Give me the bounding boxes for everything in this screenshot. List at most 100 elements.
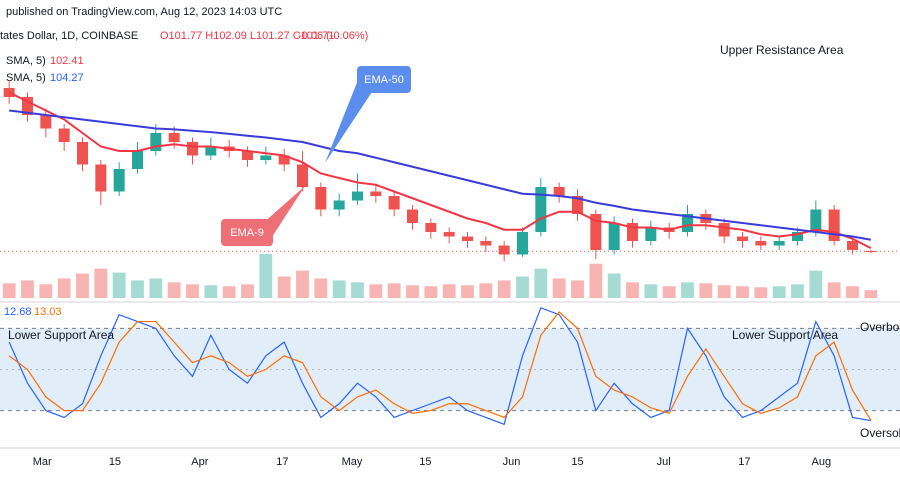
callout-pointer: [325, 80, 372, 163]
volume-bar: [827, 282, 841, 298]
volume-bar: [644, 284, 658, 298]
candle-body: [150, 133, 162, 151]
volume-bar: [552, 278, 566, 298]
volume-bar: [479, 283, 493, 298]
candle-body: [407, 209, 418, 223]
volume-bar: [681, 282, 694, 298]
x-tick-label: Apr: [191, 456, 208, 468]
stoch-k-value: 12.68: [4, 306, 32, 318]
candle-body: [22, 97, 33, 115]
legend-ema50-value: 104.27: [50, 72, 84, 84]
overbought-label: Overbought: [860, 320, 900, 334]
volume-bar: [662, 286, 676, 298]
candle-body: [718, 223, 730, 237]
candle-body: [297, 164, 308, 187]
volume-bar: [864, 290, 878, 298]
stoch-line: [8, 311, 872, 421]
callout-box: [357, 66, 411, 93]
stoch-d-value: 13.03: [34, 306, 62, 318]
x-tick-label: Aug: [812, 456, 832, 468]
candle-body: [168, 133, 180, 142]
candle-body: [113, 169, 125, 192]
candle-body: [590, 214, 602, 250]
volume-bar: [167, 282, 181, 298]
ema-line: [9, 109, 872, 241]
volume-bar: [461, 285, 474, 298]
volume-bar: [314, 278, 328, 298]
volume-bar: [442, 284, 456, 298]
candle-body: [828, 209, 840, 241]
volume-bar: [424, 286, 438, 298]
candle-body: [58, 128, 70, 142]
legend-ema50: SMA, 5): [6, 72, 46, 84]
volume-bar: [791, 284, 804, 298]
volume-bar: [131, 280, 144, 298]
volume-bar: [149, 278, 163, 298]
volume-bar: [39, 284, 53, 298]
resistance-label: Upper Resistance Area: [720, 43, 844, 57]
symbol-info: tates Dollar, 1D, COINBASE: [0, 30, 138, 42]
candle-body: [810, 209, 822, 232]
candle-body: [187, 142, 198, 156]
published-note: published on TradingView.com, Aug 12, 20…: [6, 6, 282, 18]
volume-bar: [369, 284, 383, 298]
volume-bar: [222, 286, 236, 298]
volume-bar: [94, 268, 108, 298]
x-tick-label: Mar: [33, 456, 52, 468]
volume-bar: [589, 263, 603, 298]
candle-body: [792, 232, 803, 241]
candle-body: [737, 236, 748, 241]
candle-body: [535, 187, 547, 232]
volume-bar: [112, 272, 126, 298]
candle-body: [443, 232, 455, 237]
volume-bar: [57, 278, 71, 298]
volume-bar: [772, 286, 786, 298]
volume-bar: [699, 283, 713, 298]
volume-bar: [296, 270, 309, 298]
candle-body: [132, 151, 143, 169]
volume-bar: [516, 276, 529, 298]
stoch-line: [8, 307, 871, 426]
volume-bar: [387, 283, 401, 298]
volume-bar: [534, 268, 548, 298]
volume-bar: [571, 280, 584, 298]
candle-body: [755, 241, 767, 246]
candle-body: [498, 245, 510, 255]
candle-body: [553, 187, 565, 196]
candle-body: [370, 191, 382, 196]
volume-bar: [21, 280, 34, 298]
candle-body: [462, 236, 473, 241]
candle-body: [608, 223, 620, 250]
candle-body: [517, 232, 528, 255]
volume-bar: [717, 285, 731, 298]
candle-body: [865, 251, 877, 253]
callout-box: [221, 219, 273, 246]
ohlc: O101.77 H102.09 L101.27 C101.71: [160, 30, 334, 42]
candle-body: [627, 223, 638, 241]
candle-body: [333, 200, 345, 210]
candle-body: [388, 196, 400, 210]
volume-bar: [204, 285, 218, 298]
candle-body: [95, 164, 107, 192]
x-tick-label: 17: [276, 456, 288, 468]
candle-body: [40, 115, 52, 129]
candle-body: [352, 191, 363, 201]
volume-bar: [259, 254, 273, 298]
candle-body: [205, 146, 217, 156]
volume-bar: [277, 276, 291, 298]
candle-body: [682, 214, 693, 232]
volume-bar: [626, 282, 639, 298]
volume-bar: [241, 284, 254, 298]
x-tick-label: 15: [419, 456, 431, 468]
volume-bar: [809, 270, 823, 298]
candle-body: [315, 187, 327, 210]
volume-bar: [754, 287, 768, 298]
candle-body: [3, 88, 15, 97]
candle-body: [572, 196, 583, 214]
callout-ema9: EMA-9: [230, 227, 264, 239]
candle-body: [278, 155, 290, 165]
support-label: Lower Support Area: [732, 328, 838, 342]
volume-bar: [351, 282, 364, 298]
candle-body: [645, 227, 657, 241]
